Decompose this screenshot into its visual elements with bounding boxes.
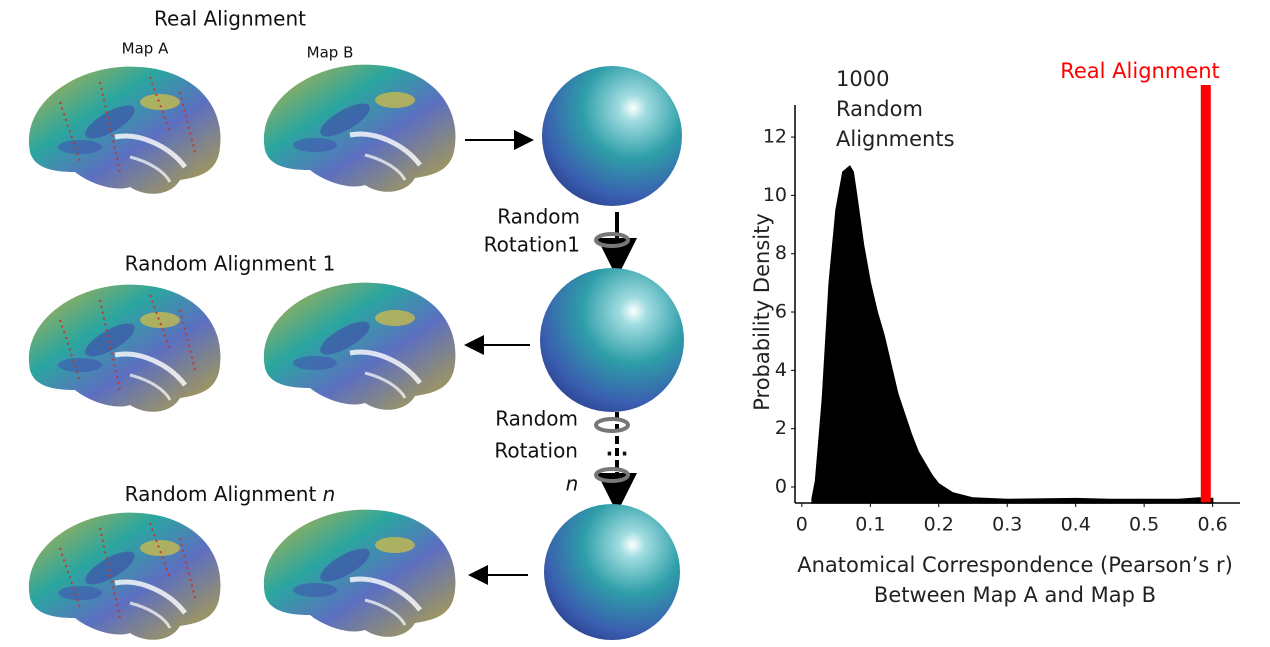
- rotation-label: Rotation: [494, 439, 578, 463]
- real-alignment-bar: [1200, 85, 1211, 503]
- annotation: 1000: [836, 67, 889, 91]
- brain-map-a: [29, 285, 221, 412]
- chart: Probability Density Anatomical Correspon…: [750, 59, 1240, 607]
- row-title: Real Alignment: [154, 7, 306, 31]
- left-diagram: Real Alignment Map A Map B Random Rotati…: [29, 7, 684, 641]
- sphere: [544, 504, 680, 640]
- sphere: [540, 268, 684, 412]
- x-tick-label: 0.1: [855, 514, 885, 536]
- rotation-icon: [594, 467, 630, 483]
- x-tick-label: 0.6: [1198, 514, 1228, 536]
- y-tick-label: 8: [775, 242, 787, 264]
- x-tick-label: 0: [796, 514, 808, 536]
- real-alignment-label: Real Alignment: [1060, 59, 1220, 83]
- annotation: Alignments: [836, 127, 955, 151]
- y-tick-label: 6: [775, 301, 787, 323]
- y-tick-label: 4: [775, 359, 787, 381]
- x-tick-label: 0.5: [1129, 514, 1159, 536]
- rotation-label: n: [566, 472, 579, 496]
- map-label: Map A: [122, 40, 169, 58]
- brain-map-b: [264, 283, 456, 410]
- y-tick-label: 12: [763, 126, 787, 148]
- sphere: [542, 66, 682, 206]
- rotation-label: Random: [497, 205, 580, 229]
- rotation-label: Random: [495, 407, 578, 431]
- x-tick-label: 0.4: [1061, 514, 1091, 536]
- brain-map-a: [29, 67, 221, 194]
- y-tick-label: 10: [763, 184, 787, 206]
- rotation-icon: [594, 232, 630, 248]
- x-axis-label: Between Map A and Map B: [874, 583, 1156, 607]
- annotation: Random: [836, 97, 923, 121]
- brain-map-b: [264, 510, 456, 637]
- row-title-text: Random Alignment: [125, 482, 323, 506]
- brain-map-a: [29, 513, 221, 640]
- x-tick-label: 0.3: [992, 514, 1022, 536]
- x-axis-label: Anatomical Correspondence (Pearson’s r): [797, 553, 1233, 577]
- y-tick-label: 0: [775, 475, 787, 497]
- row-title: Random Alignment 1: [125, 252, 336, 276]
- y-axis-label: Probability Density: [750, 213, 774, 411]
- row-title-italic: n: [323, 482, 336, 506]
- row-title: Random Alignment n: [125, 482, 336, 506]
- density-area: [811, 165, 1214, 504]
- rotation-icon: [594, 417, 630, 433]
- map-label: Map B: [307, 44, 354, 62]
- x-tick-label: 0.2: [924, 514, 954, 536]
- rotation-label: Rotation1: [484, 233, 580, 257]
- y-tick-label: 2: [775, 417, 787, 439]
- brain-map-b: [264, 65, 456, 192]
